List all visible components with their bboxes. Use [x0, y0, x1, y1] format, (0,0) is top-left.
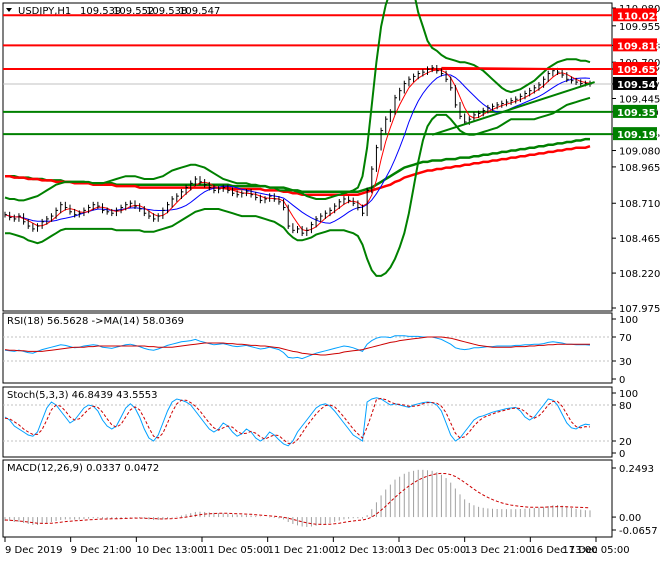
- level-price-tag: 109.351: [617, 108, 660, 119]
- ohlc-open: 109.539: [80, 6, 121, 17]
- x-tick-label: 16 Dec 13:00: [530, 545, 597, 556]
- main-price-tags: 110.029 109.818 109.652 109.351 109.195 109.5…: [613, 8, 660, 141]
- trend-line: [441, 66, 581, 71]
- x-tick-label: 17 Dec 05:00: [562, 545, 629, 556]
- y-tick-label: 100: [619, 389, 638, 400]
- main-y-tick-label: 109.080: [619, 147, 660, 158]
- main-y-tick-label: 107.975: [619, 304, 660, 315]
- y-tick-label: -0.0657: [619, 526, 658, 537]
- current-price-tag: 109.547: [617, 80, 660, 91]
- rsi-series: [3, 335, 612, 362]
- y-tick-label: 20: [619, 437, 632, 448]
- bollinger-lower-line: [5, 96, 591, 277]
- y-tick-label: 80: [619, 401, 632, 412]
- y-tick-label: 30: [619, 357, 632, 368]
- y-tick-label: 0: [619, 375, 625, 386]
- x-tick-label: 13 Dec 21:00: [465, 545, 532, 556]
- main-y-tick-label: 108.965: [619, 163, 660, 174]
- stoch-signal-line: [4, 397, 591, 444]
- level-price-tag-bg: [613, 104, 657, 118]
- rsi-panel: RSI(18) 56.5628 ->MA(14) 58.0369 100 70 30…: [2, 312, 638, 386]
- level-price-tag-bg: [613, 127, 657, 141]
- level-price-tag-bg: [613, 8, 657, 22]
- main-y-tick-label: 109.445: [619, 94, 660, 105]
- macd-title: MACD(12,26,9) 0.0337 0.0472: [7, 463, 159, 474]
- main-y-tick-label: 108.710: [619, 199, 660, 210]
- main-y-tick-label: 109.955: [619, 22, 660, 33]
- bollinger-upper-line: [4, 0, 591, 202]
- main-title: USDJPY,H1: [18, 6, 71, 17]
- stoch-series: [3, 397, 612, 447]
- y-tick-label: 0: [619, 449, 625, 460]
- x-tick-label: 10 Dec 13:00: [136, 545, 203, 556]
- level-price-tag: 109.195: [617, 130, 660, 141]
- macd-y-axis: 0.2493 0.00 -0.0657: [612, 464, 658, 537]
- ohlc-low: 109.538: [146, 6, 187, 17]
- x-tick-label: 9 Dec 21:00: [71, 545, 132, 556]
- rsi-title: RSI(18) 56.5628 ->MA(14) 58.0369: [7, 316, 184, 327]
- level-price-tag: 109.652: [617, 65, 660, 76]
- x-tick-label: 9 Dec 2019: [5, 545, 63, 556]
- ohlc-close: 109.547: [179, 6, 220, 17]
- x-tick-label: 11 Dec 21:00: [268, 545, 335, 556]
- rsi-y-axis: 100 70 30 0: [612, 315, 638, 386]
- macd-panel: MACD(12,26,9) 0.0337 0.0472 0.2493 0.00 -0…: [2, 459, 658, 538]
- y-tick-label: 100: [619, 315, 638, 326]
- panel-collapse-icon[interactable]: [6, 8, 12, 12]
- stoch-main-line: [4, 397, 591, 447]
- current-price-tag-bg: [613, 76, 657, 90]
- level-price-tag: 110.029: [617, 11, 660, 22]
- trend-line: [431, 81, 595, 136]
- main-y-tick-label: 108.220: [619, 269, 660, 280]
- ohlc-high: 109.552: [113, 6, 154, 17]
- x-tick-label: 11 Dec 05:00: [202, 545, 269, 556]
- rsi-line: [4, 335, 591, 360]
- level-price-tag-bg: [613, 38, 657, 52]
- y-tick-label: 0.2493: [619, 464, 654, 475]
- rsi-ma-line: [4, 336, 590, 356]
- main-series: [4, 0, 595, 277]
- main-y-tick-label: 108.465: [619, 234, 660, 245]
- x-tick-label: 12 Dec 13:00: [333, 545, 400, 556]
- level-price-tag-bg: [613, 61, 657, 75]
- stoch-title: Stoch(5,3,3) 46.8439 43.5553: [7, 390, 158, 401]
- main-panel: USDJPY,H1 109.539 109.552 109.538 109.54…: [2, 0, 660, 315]
- y-tick-label: 0.00: [619, 513, 641, 524]
- y-tick-label: 70: [619, 333, 632, 344]
- level-price-tag: 109.818: [617, 41, 660, 52]
- ma-long-red-line: [5, 145, 591, 196]
- x-tick-label: 13 Dec 05:00: [399, 545, 466, 556]
- macd-signal-line: [4, 472, 591, 525]
- macd-series: [4, 469, 591, 527]
